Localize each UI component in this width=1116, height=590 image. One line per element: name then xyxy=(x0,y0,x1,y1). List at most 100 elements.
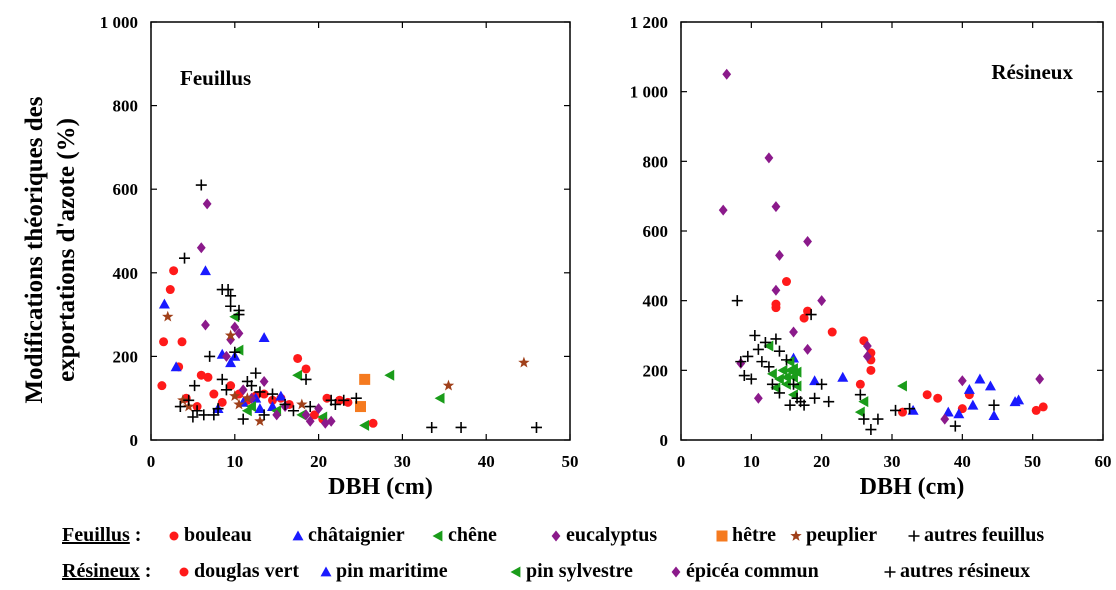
resineux-x-tick-label: 40 xyxy=(954,452,971,471)
data-point-bouleau xyxy=(226,381,236,391)
data-point-autres-feuillus xyxy=(300,373,312,385)
resineux-y-tick-label: 1 000 xyxy=(630,83,668,102)
data-point-eucalyptus xyxy=(259,375,269,387)
data-point-pin-sylvestre xyxy=(858,396,869,408)
resineux-panel-title: Résineux xyxy=(991,60,1073,84)
data-point-bouleau xyxy=(217,397,227,407)
data-point-bouleau xyxy=(322,393,332,403)
data-point-autres-feuillus xyxy=(174,401,186,413)
data-point-epicea-commun xyxy=(862,350,872,362)
legend-label-hetre: hêtre xyxy=(732,524,777,546)
data-point-chataignier xyxy=(254,403,266,414)
data-point-pin-maritime xyxy=(967,399,979,410)
data-point-epicea-commun xyxy=(1035,373,1045,385)
data-point-douglas-vert xyxy=(827,327,837,337)
data-point-bouleau xyxy=(157,381,167,391)
feuillus-x-tick-label: 20 xyxy=(310,452,327,471)
legend-resineux: Résineux : douglas vert pin maritime pin s… xyxy=(62,560,1031,582)
legend-marker-epicea-commun xyxy=(671,566,681,578)
legend-feuillus-label: Feuillus xyxy=(62,524,130,546)
data-point-autres-feuillus xyxy=(254,386,266,398)
data-point-pin-maritime xyxy=(974,373,986,384)
data-point-autres-resineux xyxy=(735,356,747,368)
data-point-autres-feuillus xyxy=(204,350,216,362)
data-point-autres-resineux xyxy=(745,373,757,385)
data-point-autres-feuillus xyxy=(258,409,270,421)
feuillus-y-tick-label: 400 xyxy=(113,264,139,283)
data-point-autres-feuillus xyxy=(287,405,299,417)
resineux-series-autres-resineux xyxy=(731,295,1000,436)
feuillus-y-tick-label: 0 xyxy=(130,431,139,450)
data-point-bouleau xyxy=(293,353,303,363)
data-point-peuplier xyxy=(296,398,308,410)
data-point-autres-feuillus xyxy=(220,384,232,396)
triangle-left-marker-icon xyxy=(432,530,443,542)
data-point-chataignier xyxy=(225,357,237,368)
data-point-autres-feuillus xyxy=(183,394,195,406)
data-point-epicea-commun xyxy=(764,152,774,164)
data-point-autres-resineux xyxy=(949,420,961,432)
data-point-autres-feuillus xyxy=(246,380,258,392)
panel-feuillus: 0 10 20 30 40 50 0 200 400 600 800 1 000 DBH (cm) Feu… xyxy=(100,13,579,500)
data-point-eucalyptus xyxy=(238,384,248,396)
data-point-autres-feuillus xyxy=(279,398,291,410)
data-point-pin-sylvestre xyxy=(777,364,788,376)
data-point-pin-sylvestre xyxy=(784,356,795,368)
feuillus-x-tick-label: 30 xyxy=(394,452,411,471)
feuillus-y-tick-label: 800 xyxy=(113,97,139,116)
data-point-autres-resineux xyxy=(770,333,782,345)
data-point-autres-resineux xyxy=(858,413,870,425)
diamond-marker-icon xyxy=(551,530,561,542)
data-point-eucalyptus xyxy=(201,319,210,331)
data-point-bouleau xyxy=(169,266,179,276)
data-point-autres-feuillus xyxy=(195,179,207,191)
data-point-peuplier xyxy=(442,379,455,391)
resineux-x-axis-label: DBH (cm) xyxy=(860,474,965,500)
legend-marker-peuplier xyxy=(790,530,802,541)
data-point-pin-sylvestre xyxy=(791,380,802,392)
data-point-pin-maritime xyxy=(953,408,965,419)
data-point-autres-feuillus xyxy=(237,413,249,425)
data-point-autres-resineux xyxy=(798,399,810,411)
data-point-autres-resineux xyxy=(738,370,750,382)
data-point-autres-feuillus xyxy=(212,403,224,415)
data-point-autres-feuillus xyxy=(225,290,237,302)
data-point-chene xyxy=(384,369,395,381)
data-point-autres-feuillus xyxy=(426,421,438,433)
triangle-up-marker-icon xyxy=(320,566,332,577)
chart-svg: Modifications théoriques des exportation… xyxy=(21,13,1112,500)
data-point-pin-maritime xyxy=(809,375,821,386)
data-point-peuplier xyxy=(224,329,237,341)
data-point-autres-resineux xyxy=(773,345,785,357)
data-point-autres-resineux xyxy=(816,378,828,390)
legend-label-pin-sylvestre: pin sylvestre xyxy=(526,560,633,582)
data-point-chene xyxy=(229,311,240,323)
data-point-eucalyptus xyxy=(326,415,336,427)
data-point-autres-resineux xyxy=(865,424,877,436)
feuillus-series-bouleau xyxy=(157,266,378,428)
resineux-series-pin-sylvestre xyxy=(763,340,907,418)
legend-marker-hetre xyxy=(716,530,728,542)
data-point-eucalyptus xyxy=(222,350,231,362)
data-point-autres-resineux xyxy=(759,336,771,348)
data-point-autres-feuillus xyxy=(267,388,279,400)
data-point-autres-feuillus xyxy=(455,421,467,433)
legend-label-peuplier: peuplier xyxy=(806,524,878,546)
data-point-chene xyxy=(434,392,445,404)
data-point-autres-resineux xyxy=(890,404,902,416)
data-point-pin-sylvestre xyxy=(791,366,802,378)
data-point-epicea-commun xyxy=(771,284,781,296)
data-point-autres-resineux xyxy=(823,396,835,408)
legend-marker-pin-maritime xyxy=(320,566,332,577)
data-point-epicea-commun xyxy=(753,392,763,404)
data-point-autres-feuillus xyxy=(187,411,199,423)
data-point-bouleau xyxy=(159,337,169,347)
data-point-epicea-commun xyxy=(722,68,732,80)
data-point-autres-resineux xyxy=(854,389,866,401)
y-axis-label: Modifications théoriques des exportation… xyxy=(21,96,80,403)
data-point-autres-resineux xyxy=(805,309,817,321)
data-point-peuplier xyxy=(518,356,530,368)
data-point-peuplier xyxy=(183,400,195,412)
